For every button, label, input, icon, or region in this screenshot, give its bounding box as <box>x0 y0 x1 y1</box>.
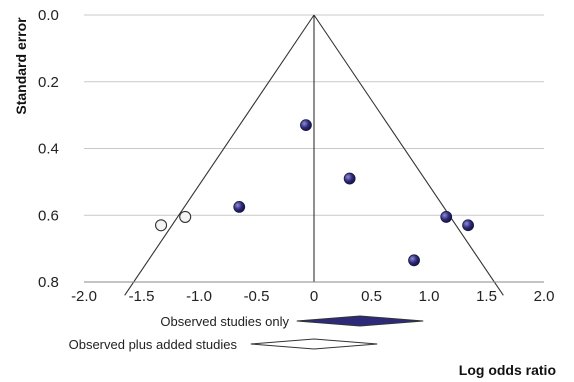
x-tick-label: 1.5 <box>476 288 497 305</box>
observed-study-point <box>343 172 356 185</box>
x-tick-label: -1.5 <box>129 288 155 305</box>
observed-study-point <box>408 254 420 267</box>
y-tick-label: 0.4 <box>38 141 59 158</box>
observed-summary-diamond <box>296 315 424 327</box>
added-summary-label: Observed plus added studies <box>69 337 238 352</box>
funnel-right-line <box>313 14 504 296</box>
funnel-outline <box>124 14 504 296</box>
added-study-point <box>155 219 168 232</box>
y-tick-label: 0.6 <box>38 207 59 224</box>
added-summary-diamond <box>250 338 378 350</box>
x-tick-label: -2.0 <box>71 288 97 305</box>
x-tick-label: 0 <box>310 288 318 305</box>
y-axis-title: Standard error <box>13 17 29 115</box>
observed-study-point <box>300 119 312 132</box>
y-tick-label: 0.2 <box>38 74 59 91</box>
x-tick-label: -1.0 <box>186 288 212 305</box>
observed-study-point <box>233 201 246 213</box>
funnel-left-line <box>124 14 315 296</box>
x-tick-label: 1.0 <box>419 288 440 305</box>
added-study-point <box>179 210 192 223</box>
observed-summary-label: Observed studies only <box>160 314 289 329</box>
y-tick-label: 0.8 <box>38 274 59 291</box>
axes: 0.0 0.2 0.4 0.6 0.8 -2.0 -1.5 -1.0 -0.5 0 0.5 1.0 1.… <box>38 7 554 305</box>
x-axis-title: Log odds ratio <box>459 362 556 378</box>
x-tick-label: -0.5 <box>244 288 270 305</box>
y-tick-label: 0.0 <box>38 7 59 24</box>
x-tick-label: 2.0 <box>534 288 555 305</box>
observed-study-point <box>462 219 475 232</box>
observed-study-point <box>440 211 453 223</box>
summary-estimates: Observed studies only Observed plus added… <box>69 314 424 352</box>
x-tick-label: 0.5 <box>361 288 382 305</box>
data-points <box>155 119 475 267</box>
